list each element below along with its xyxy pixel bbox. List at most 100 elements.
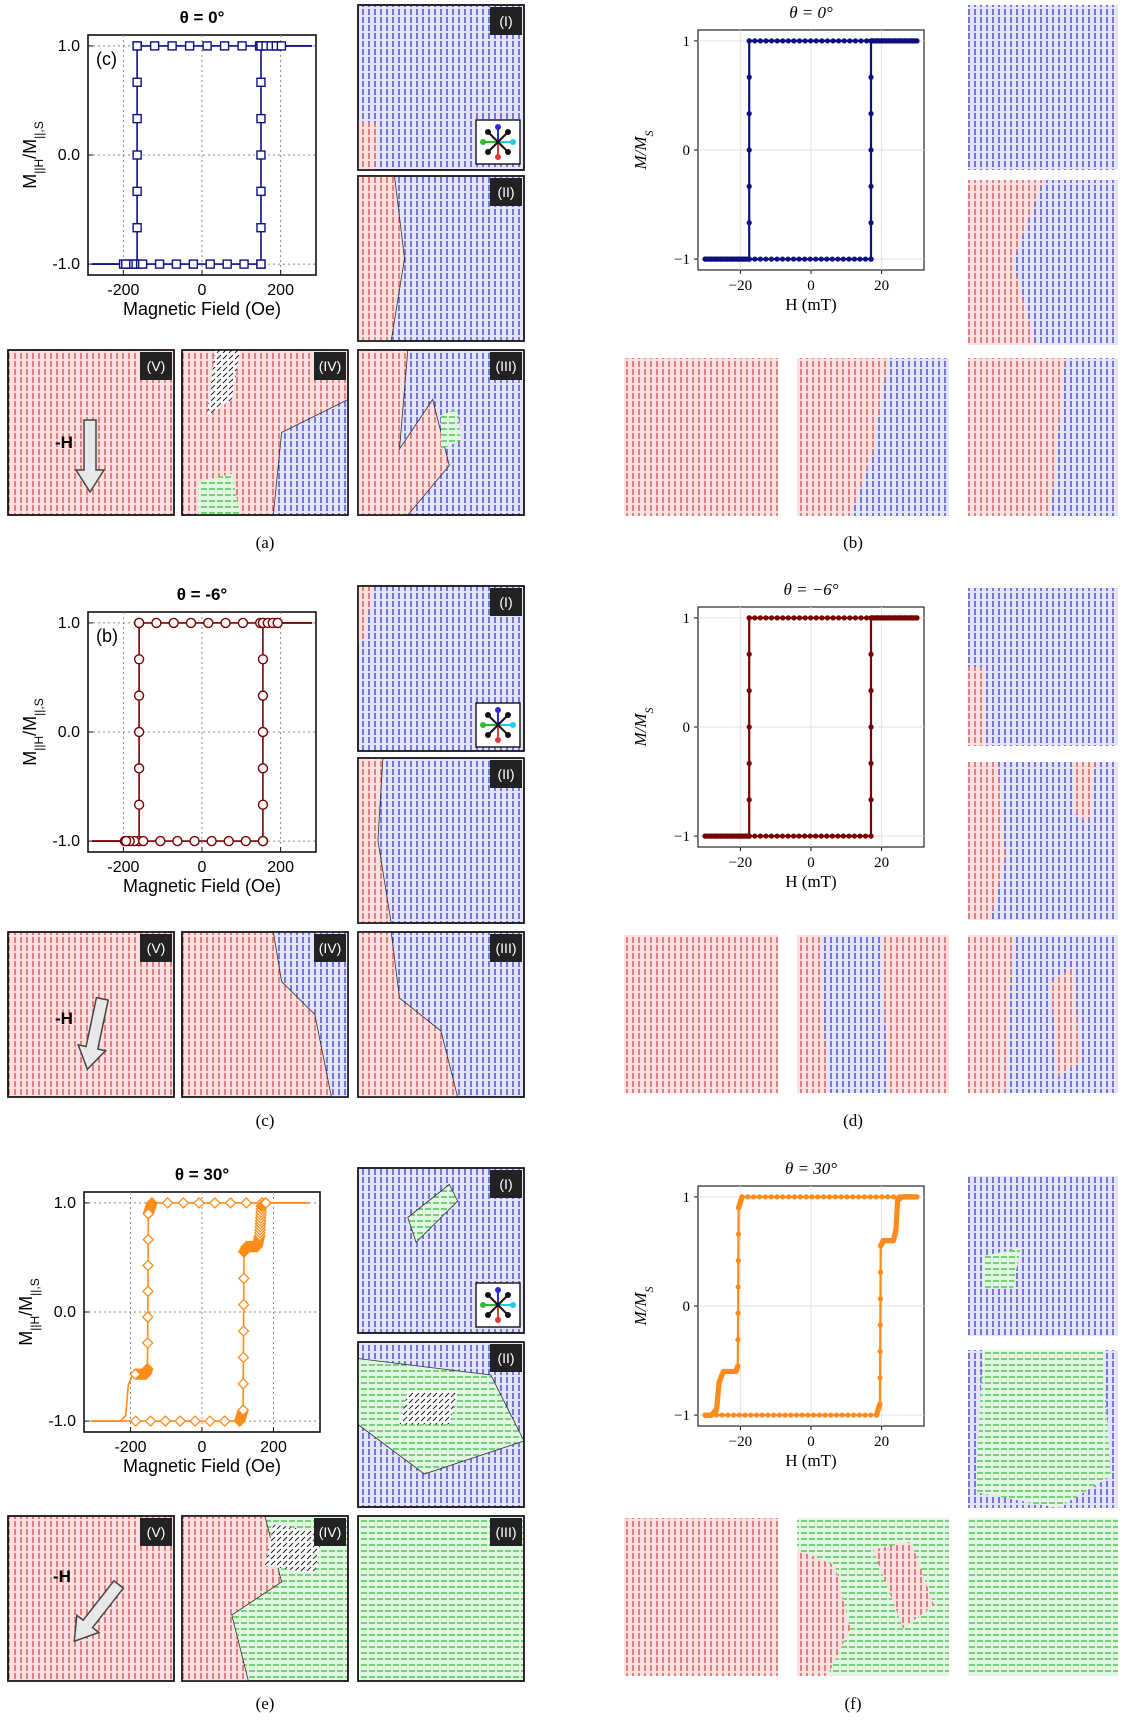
data-point [803,38,808,43]
compass-arrow-head [485,1292,491,1298]
data-point [751,1194,756,1199]
data-point [814,38,819,43]
x-tick-label: -200 [107,859,139,876]
data-point [135,764,144,773]
data-point [791,615,796,620]
chart-5 [694,1186,924,1430]
data-point [804,1194,809,1199]
data-point [203,42,211,50]
data-point [714,1412,719,1417]
snapshot-b-1 [968,5,1118,170]
snapshot-b-4 [797,358,949,516]
data-point [736,833,741,838]
data-point [885,1194,890,1199]
data-point [797,38,802,43]
panel-label: (IV) [319,1524,342,1540]
data-point [186,42,194,50]
data-point [862,1412,867,1417]
data-point [780,833,785,838]
subfigure-caption: (b) [843,533,863,552]
domain-region [400,1392,458,1425]
data-point [204,618,213,627]
data-point [273,618,282,627]
data-point [133,78,141,86]
data-point [914,615,919,620]
chart-title: θ = 30° [175,1165,229,1184]
snapshot-e-II [358,1342,524,1507]
compass-arrow-head [505,149,511,155]
chart-0 [88,35,316,275]
data-point [856,1194,861,1199]
data-point [836,38,841,43]
data-point [741,256,746,261]
data-point [169,618,178,627]
subfigure-caption: (c) [256,1111,275,1130]
data-point [754,1412,759,1417]
data-point [853,38,858,43]
data-point [122,837,131,846]
data-point [156,837,165,846]
snapshot-d-1 [968,588,1118,746]
x-tick-label: 0 [198,1439,207,1456]
y-axis-label: M||H/M||,S [16,1278,42,1345]
snapshot-d-4 [797,935,949,1093]
data-point [827,1194,832,1199]
data-point [752,833,757,838]
data-point [877,1375,882,1380]
panel-background [624,935,778,1093]
data-point [258,764,267,773]
data-point [791,833,796,838]
data-point [258,800,267,809]
field-label: -H [53,1567,71,1586]
compass-arrow-head [495,737,501,743]
x-tick-label: 0 [198,859,207,876]
data-point [152,618,161,627]
data-point [257,187,265,195]
data-point [156,260,164,268]
data-point [800,1412,805,1417]
snapshot-d-3 [968,935,1118,1093]
y-tick-label: 0 [683,1299,691,1315]
data-point [868,724,873,729]
snapshot-a-III [358,350,524,515]
data-point [833,1194,838,1199]
data-point [825,615,830,620]
data-point [809,1194,814,1199]
data-point [736,1232,741,1237]
data-point [797,256,802,261]
data-point [863,256,868,261]
compass-arrow-head [510,139,516,145]
data-point [189,260,197,268]
data-point [852,256,857,261]
data-point [747,833,752,838]
y-tick-label: 1.0 [58,38,80,55]
x-tick-label: −20 [729,855,752,871]
data-point [786,615,791,620]
compass-arrow-head [505,732,511,738]
snapshot-b-5 [624,358,778,516]
compass-arrow-head [485,732,491,738]
data-point [780,256,785,261]
panel-label: (II) [497,766,514,782]
field-label: -H [55,433,73,452]
data-point [802,833,807,838]
data-point [878,1296,883,1301]
data-point [769,38,774,43]
data-point [224,837,233,846]
data-point [819,833,824,838]
domain-region [968,667,986,746]
compass-arrow-head [480,722,486,728]
data-point [824,256,829,261]
snapshot-f-1 [968,1176,1118,1336]
data-point [258,728,267,737]
data-point [791,38,796,43]
panel-label: (I) [499,1176,512,1192]
data-point [702,256,707,261]
panel-background [968,5,1118,170]
snapshot-f-2 [968,1350,1118,1508]
x-axis-label: Magnetic Field (Oe) [123,299,281,319]
spin-orientation-icon [476,1283,520,1327]
data-point [731,1412,736,1417]
x-tick-label: −20 [729,1434,752,1450]
y-tick-label: 0 [683,720,691,736]
